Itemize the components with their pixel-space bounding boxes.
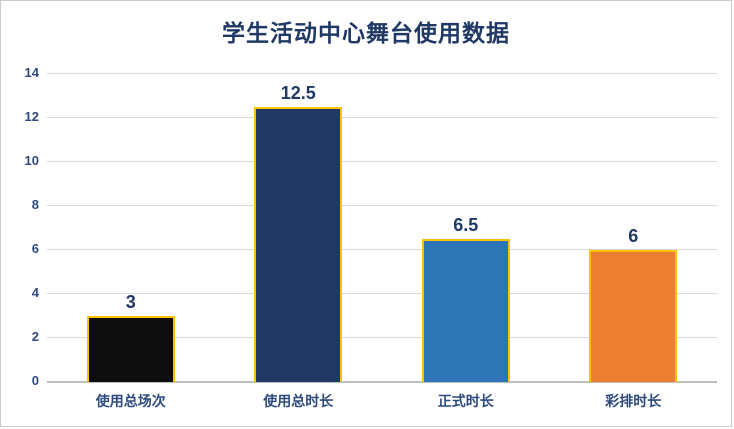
bar-value-label: 6: [628, 226, 639, 246]
gridline-y-14: 14: [25, 65, 717, 80]
gridline-y-8: 8: [32, 197, 717, 212]
gridline-y-10: 10: [25, 153, 717, 168]
y-axis-tick-label: 8: [31, 197, 39, 212]
y-axis-tick-label: 12: [24, 109, 39, 124]
y-axis-tick-label: 10: [24, 153, 39, 168]
y-axis-tick-label: 6: [31, 241, 39, 256]
gridline-y-6: 6: [32, 241, 717, 256]
gridline-y-12: 12: [25, 109, 717, 124]
gridline-y-0: 0: [32, 373, 717, 388]
bar-column-2: 12.5: [215, 74, 383, 382]
x-axis-category-label-4: 彩排时长: [605, 393, 662, 409]
bar-value-label: 6.5: [453, 215, 479, 236]
y-axis-tick-label: 4: [31, 285, 39, 300]
chart-title: 学生活动中心舞台使用数据: [222, 20, 510, 46]
gridline-y-2: 2: [32, 329, 717, 344]
x-axis-category-label-3: 正式时长: [437, 393, 494, 409]
bar-column-3: 6.5: [382, 74, 550, 382]
x-axis-category-label-1: 使用总场次: [95, 393, 166, 409]
x-axis-labels: 使用总场次 使用总时长 正式时长 彩排时长: [47, 383, 717, 411]
bar-rect-4: [589, 250, 678, 382]
bars-row: 3 12.5 6.5 6: [47, 74, 717, 382]
bar-value-label: 3: [125, 292, 136, 312]
gridline-y-4: 4: [32, 285, 717, 300]
bar-rect-1: [86, 316, 175, 382]
y-axis-tick-label: 0: [31, 373, 39, 388]
bar-rect-2: [254, 107, 343, 382]
y-axis-tick-label: 2: [31, 329, 39, 344]
bar-value-label: 12.5: [280, 83, 316, 103]
x-axis-category-label-2: 使用总时长: [263, 393, 334, 409]
plot-area: 0 2 4 6 8 10 12 14 3 12.5 6.5 6: [25, 65, 717, 388]
bar-column-1: 3: [47, 74, 215, 382]
y-axis-tick-label: 14: [24, 65, 39, 80]
bar-rect-3: [421, 239, 510, 382]
bar-column-4: 6: [550, 74, 718, 382]
